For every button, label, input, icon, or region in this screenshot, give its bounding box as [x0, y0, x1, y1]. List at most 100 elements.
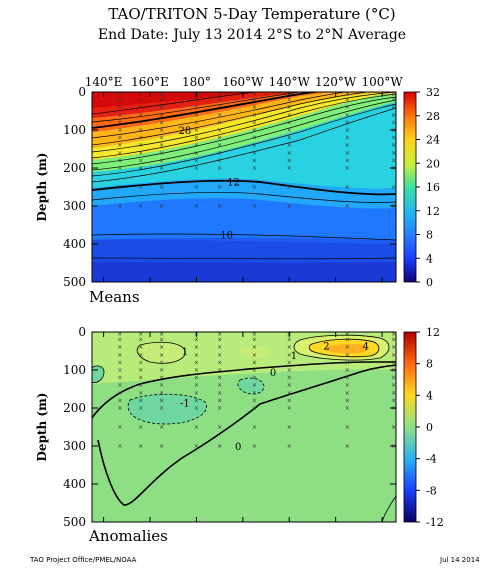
station-marker: ×: [287, 352, 292, 359]
station-marker: ×: [138, 359, 143, 366]
station-marker: ×: [345, 119, 350, 126]
station-marker: ×: [345, 150, 350, 157]
footer-credit: TAO Project Office/PMEL/NOAA: [30, 556, 137, 564]
station-marker: ×: [391, 104, 396, 111]
station-marker: ×: [117, 424, 122, 431]
station-marker: ×: [252, 390, 257, 397]
colorbar-tick-label: 4: [426, 252, 433, 265]
station-marker: ×: [194, 203, 199, 210]
station-marker: ×: [391, 184, 396, 191]
station-marker: ×: [159, 359, 164, 366]
means-field: ××××××××××××××××××××××××××××××××××××××××…: [92, 91, 396, 282]
means-axes-frame: [91, 91, 397, 283]
station-marker: ×: [345, 390, 350, 397]
station-marker: ×: [252, 382, 257, 389]
station-marker: ×: [217, 165, 222, 172]
station-marker: ×: [345, 127, 350, 134]
station-marker: ×: [159, 375, 164, 382]
contour-label: 4: [363, 341, 369, 352]
station-marker: ×: [159, 157, 164, 164]
station-marker: ×: [194, 157, 199, 164]
station-marker: ×: [117, 157, 122, 164]
station-marker: ×: [252, 405, 257, 412]
station-marker: ×: [138, 112, 143, 119]
station-marker: ×: [159, 424, 164, 431]
station-marker: ×: [117, 104, 122, 111]
station-marker: ×: [217, 344, 222, 351]
anomalies-field: ××××××××××××××××××××××××××××××××××××××××…: [92, 332, 396, 522]
colorbar-tick-label: -12: [426, 516, 444, 529]
contour-label: 2: [323, 341, 329, 352]
station-marker: ×: [194, 405, 199, 412]
station-marker: ×: [217, 127, 222, 134]
station-marker: ×: [159, 97, 164, 104]
station-marker: ×: [217, 337, 222, 344]
station-marker: ×: [138, 91, 143, 98]
station-marker: ×: [159, 397, 164, 404]
means-colorbar-ticks: 0 4 8 12 16 20 24 28 32: [416, 86, 440, 289]
station-marker: ×: [252, 150, 257, 157]
colorbar-tick-label: 20: [426, 157, 440, 170]
station-marker: ×: [252, 112, 257, 119]
station-marker: ×: [217, 352, 222, 359]
station-marker: ×: [287, 127, 292, 134]
station-marker: ×: [391, 344, 396, 351]
contour-label: 12: [227, 177, 240, 188]
station-marker: ×: [194, 397, 199, 404]
station-marker: ×: [159, 127, 164, 134]
station-marker: ×: [117, 135, 122, 142]
station-marker: ×: [117, 405, 122, 412]
station-marker: ×: [345, 157, 350, 164]
station-marker: ×: [252, 135, 257, 142]
station-marker: ×: [287, 112, 292, 119]
station-marker: ×: [217, 142, 222, 149]
station-marker: ×: [287, 344, 292, 351]
station-marker: ×: [252, 352, 257, 359]
station-marker: ×: [345, 367, 350, 374]
station-marker: ×: [194, 127, 199, 134]
station-marker: ×: [391, 135, 396, 142]
station-marker: ×: [194, 142, 199, 149]
station-marker: ×: [252, 142, 257, 149]
station-marker: ×: [217, 443, 222, 450]
station-marker: ×: [159, 91, 164, 98]
y-tick-label: 400: [63, 237, 86, 251]
station-marker: ×: [252, 397, 257, 404]
station-marker: ×: [252, 424, 257, 431]
station-marker: ×: [252, 184, 257, 191]
station-marker: ×: [159, 405, 164, 412]
station-marker: ×: [138, 203, 143, 210]
station-marker: ×: [159, 150, 164, 157]
station-marker: ×: [194, 424, 199, 431]
anomalies-panel: ××××××××××××××××××××××××××××××××××××××××…: [35, 325, 444, 545]
station-marker: ×: [194, 112, 199, 119]
station-marker: ×: [287, 390, 292, 397]
y-tick-label: 500: [63, 515, 86, 529]
station-marker: ×: [345, 382, 350, 389]
station-marker: ×: [159, 337, 164, 344]
station-marker: ×: [194, 97, 199, 104]
y-tick-label: 500: [63, 275, 86, 289]
station-marker: ×: [287, 97, 292, 104]
colorbar-tick-label: 8: [426, 229, 433, 242]
station-marker: ×: [194, 382, 199, 389]
anomalies-colorbar: [403, 331, 417, 523]
station-marker: ×: [345, 424, 350, 431]
station-marker: ×: [287, 443, 292, 450]
station-marker: ×: [252, 443, 257, 450]
colorbar-tick-label: 12: [426, 326, 440, 339]
station-marker: ×: [138, 367, 143, 374]
station-marker: ×: [287, 397, 292, 404]
station-marker: ×: [252, 203, 257, 210]
station-marker: ×: [252, 359, 257, 366]
station-marker: ×: [287, 104, 292, 111]
station-marker: ×: [252, 91, 257, 98]
station-marker: ×: [194, 390, 199, 397]
y-tick-label: 400: [63, 477, 86, 491]
station-marker: ×: [252, 157, 257, 164]
station-marker: ×: [138, 157, 143, 164]
station-marker: ×: [252, 119, 257, 126]
station-marker: ×: [138, 142, 143, 149]
colorbar-tick-label: -4: [426, 453, 437, 466]
station-marker: ×: [345, 135, 350, 142]
